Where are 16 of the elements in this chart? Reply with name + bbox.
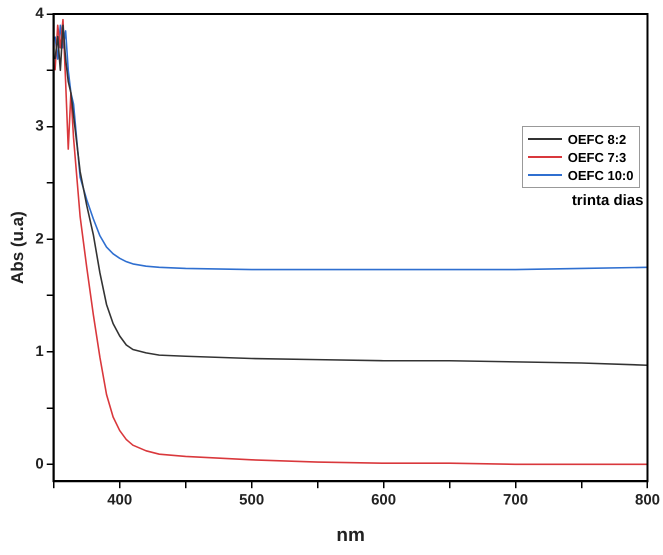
legend-label: OEFC 10:0 xyxy=(568,168,634,183)
x-tick-label: 400 xyxy=(107,491,132,508)
x-tick-label: 500 xyxy=(239,491,264,508)
y-tick-label: 2 xyxy=(35,230,44,248)
legend-label: OEFC 7:3 xyxy=(568,150,626,165)
legend-label: OEFC 8:2 xyxy=(568,132,626,147)
x-tick-label: 600 xyxy=(371,491,396,508)
x-tick-label: 800 xyxy=(634,491,660,508)
y-axis-title: Abs (u.a) xyxy=(8,211,27,284)
annotation: trinta dias xyxy=(572,192,644,210)
y-tick-label: 0 xyxy=(35,455,44,472)
x-axis-title: nm xyxy=(336,524,365,546)
y-tick-label: 3 xyxy=(35,118,44,135)
y-tick-label: 4 xyxy=(35,5,44,22)
x-tick-label: 700 xyxy=(503,491,528,508)
y-tick-label: 1 xyxy=(35,342,44,360)
